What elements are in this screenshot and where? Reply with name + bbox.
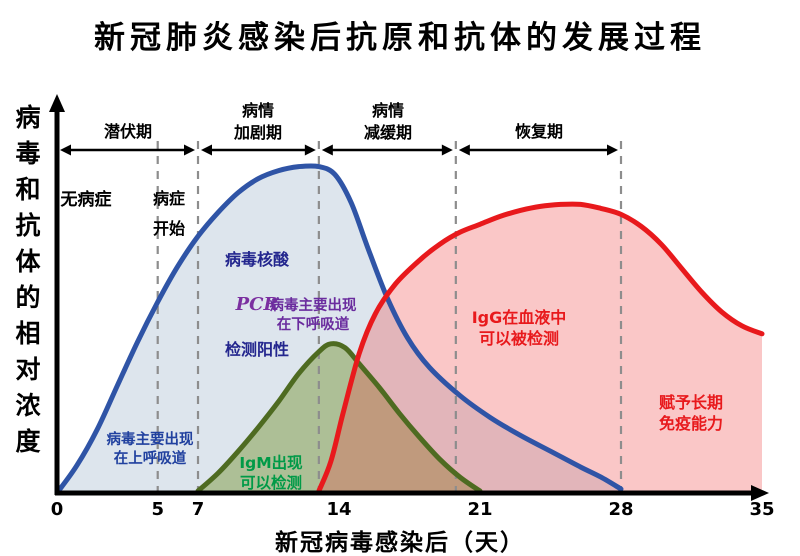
annotation-pcr-line1: 病毒核酸 bbox=[224, 249, 290, 269]
igm-curve bbox=[195, 341, 483, 494]
y-axis-arrow bbox=[49, 94, 65, 112]
page-title: 新冠肺炎感染后抗原和抗体的发展过程 bbox=[94, 20, 706, 56]
x-axis-ticks: 0 5 7 14 21 28 35 bbox=[0, 499, 800, 523]
phase-arrow-head bbox=[184, 144, 195, 156]
annotation-long-term-immunity: 赋予长期 免疫能力 bbox=[658, 393, 724, 433]
x-tick-label: 7 bbox=[191, 499, 205, 520]
annotation-pcr-line2: PCR bbox=[235, 294, 279, 316]
virus-curve bbox=[54, 163, 624, 496]
annotation-igg-detectable: IgG在血液中 可以被检测 bbox=[471, 308, 567, 348]
x-tick-label: 35 bbox=[749, 499, 775, 520]
phase-label-incubation: 潜伏期 bbox=[103, 122, 153, 141]
igm-area bbox=[198, 343, 480, 493]
x-axis-title: 新冠病毒感染后（天） bbox=[275, 530, 525, 556]
x-tick-label: 5 bbox=[151, 499, 164, 520]
annotation-symptoms-begin: 病症 开始 bbox=[152, 189, 186, 238]
phase-arrow-head bbox=[441, 144, 453, 156]
igg-area bbox=[318, 204, 762, 493]
phase-arrow-head bbox=[607, 144, 618, 156]
x-tick-label: 0 bbox=[50, 499, 64, 520]
phase-label-remission: 病情 减缓期 bbox=[363, 101, 413, 142]
phase-label-recovery: 恢复期 bbox=[514, 122, 564, 141]
annotation-pcr-line3: 检测阳性 bbox=[224, 339, 290, 359]
x-tick-label: 21 bbox=[467, 499, 493, 520]
y-axis-label: 病毒和抗体的相对浓度 bbox=[12, 104, 41, 464]
phase-label-aggravation: 病情 加剧期 bbox=[233, 101, 283, 142]
igg-curve bbox=[316, 201, 765, 494]
annotation-virus-lower-tract: 病毒主要出现 在下呼吸道 bbox=[269, 298, 357, 333]
annotation-igm-detectable: IgM出现 可以检测 bbox=[239, 454, 303, 493]
x-axis-arrow bbox=[751, 485, 769, 501]
phase-arrow-head bbox=[321, 144, 333, 156]
x-tick-label: 28 bbox=[608, 499, 634, 520]
phase-arrow-head bbox=[60, 144, 71, 156]
x-tick-label: 14 bbox=[326, 499, 352, 520]
annotation-pcr-positive: 病毒核酸 PCR 检测阳性 bbox=[225, 229, 289, 381]
annotation-virus-upper-tract: 病毒主要出现 在上呼吸道 bbox=[106, 432, 194, 467]
phase-arrow-head bbox=[304, 144, 316, 156]
phase-arrow-head bbox=[201, 144, 212, 156]
phase-arrow-head bbox=[458, 144, 470, 156]
annotation-no-symptoms: 无病症 bbox=[60, 190, 112, 210]
